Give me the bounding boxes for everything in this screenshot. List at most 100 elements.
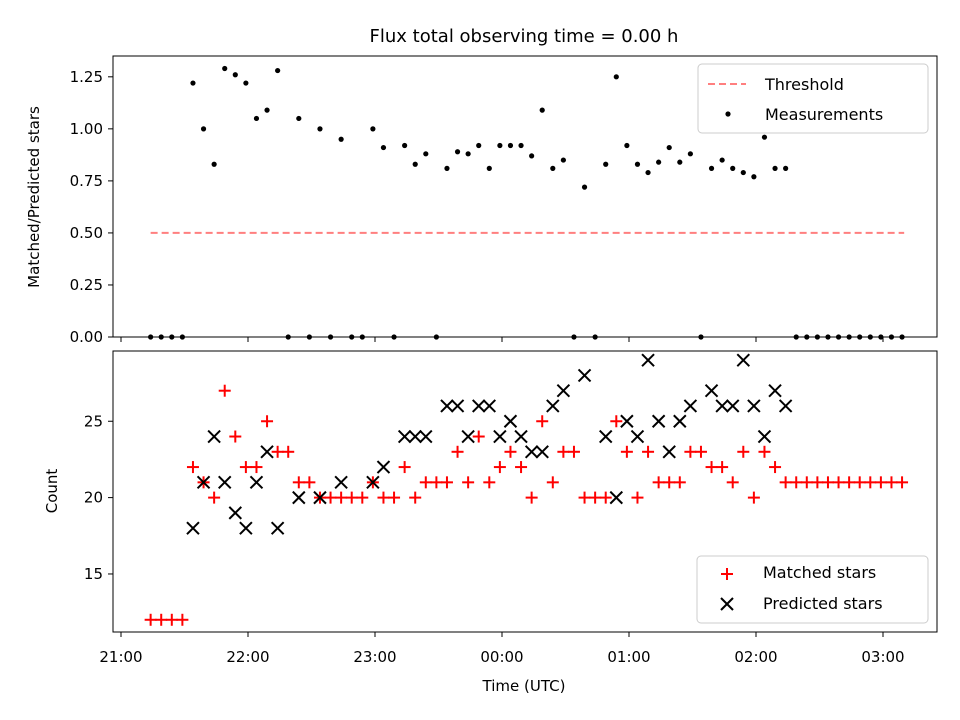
matched-star-point — [652, 476, 665, 489]
matched-star-point — [832, 476, 845, 489]
matched-star-point — [631, 491, 644, 504]
matched-star-point — [885, 476, 898, 489]
matched-star-point — [430, 476, 443, 489]
measurement-point — [200, 126, 207, 132]
measurement-point — [190, 80, 196, 86]
bottom-y-tick-label: 15 — [84, 565, 103, 583]
predicted-star-point — [228, 506, 243, 520]
bottom-y-tick-label: 25 — [84, 412, 103, 430]
bottom-legend-box — [696, 555, 929, 624]
matched-star-point — [663, 476, 676, 489]
matched-star-point — [239, 461, 252, 474]
top-x-ticks — [120, 337, 884, 342]
matched-legend-swatch — [721, 568, 733, 580]
predicted-star-point — [673, 414, 687, 428]
matched-star-point — [610, 415, 623, 428]
measurement-point — [613, 74, 619, 80]
measurement-point — [677, 159, 683, 165]
predicted-star-point — [270, 521, 285, 535]
measurement-point — [444, 165, 450, 171]
matched-star-point — [462, 476, 475, 489]
measurement-point — [380, 144, 387, 151]
predicted-star-point — [630, 429, 645, 444]
predicted-star-point — [736, 353, 751, 367]
x-tick-label: 00:00 — [480, 648, 523, 666]
measurement-point — [243, 80, 249, 86]
x-tick-label: 22:00 — [226, 648, 269, 666]
matched-star-point — [271, 445, 284, 458]
bottom-panel: 15 20 25 21:00 22:00 23:00 00:00 01:00 02:00 03:… — [43, 350, 938, 666]
predicted-star-point — [651, 414, 666, 428]
matched-star-point — [292, 476, 305, 489]
predicted-star-point — [757, 429, 772, 444]
predicted-star-point — [747, 399, 761, 413]
measurement-point — [560, 157, 566, 163]
matched-star-point — [250, 461, 263, 474]
top-y-tick-label: 0.25 — [70, 276, 103, 294]
predicted-star-point — [662, 445, 676, 459]
predicted-star-point — [450, 399, 465, 413]
bottom-legend: Matched stars Predicted stars — [696, 555, 929, 624]
matched-star-point — [398, 461, 411, 474]
matched-star-point — [504, 445, 517, 458]
predicted-legend-swatch — [720, 597, 734, 611]
matched-star-point — [779, 476, 792, 489]
matched-star-point — [758, 445, 771, 458]
measurement-point — [740, 169, 746, 176]
measurement-point — [751, 174, 757, 180]
predicted-star-point — [260, 445, 274, 459]
predicted-star-point — [482, 399, 497, 413]
predicted-star-point — [249, 475, 264, 490]
measurement-point — [539, 107, 545, 113]
matched-star-point — [769, 461, 782, 474]
matched-star-point — [800, 476, 813, 489]
bottom-y-tick-label: 20 — [84, 489, 103, 507]
matched-star-point — [356, 491, 369, 504]
x-tick-label: 23:00 — [353, 648, 396, 666]
matched-star-point — [864, 476, 877, 489]
predicted-star-point — [313, 490, 327, 505]
predicted-star-point — [620, 414, 634, 428]
matched-star-point — [165, 613, 178, 626]
predicted-star-point — [292, 490, 306, 505]
measurement-point — [402, 142, 408, 149]
predicted-star-point — [493, 429, 507, 444]
measurement-point — [624, 142, 630, 149]
matched-star-point — [694, 445, 707, 458]
matched-star-point — [589, 491, 602, 504]
matched-star-point — [557, 445, 570, 458]
matched-star-point — [536, 415, 549, 428]
predicted-star-point — [472, 399, 486, 413]
predicted-star-point — [546, 399, 560, 413]
measurement-point — [603, 161, 609, 167]
matched-star-point — [229, 430, 242, 443]
measurement-point — [454, 149, 461, 155]
matched-star-point — [821, 476, 834, 489]
x-tick-label: 21:00 — [99, 648, 142, 666]
measurement-point — [370, 126, 376, 132]
predicted-legend-label: Predicted stars — [763, 594, 883, 613]
measurement-point — [211, 161, 217, 167]
measurement-point — [476, 142, 482, 149]
predicted-star-point — [726, 399, 740, 413]
bottom-y-ticks: 15 20 25 — [84, 412, 113, 583]
measurement-point — [518, 142, 524, 149]
matched-star-point — [440, 476, 453, 489]
measurement-point — [253, 115, 260, 122]
predicted-star-point — [419, 429, 433, 444]
measurement-point — [317, 126, 323, 132]
matched-star-point — [790, 476, 803, 489]
matched-star-point — [546, 476, 559, 489]
x-tick-label: 02:00 — [734, 648, 777, 666]
matched-star-point — [186, 461, 199, 474]
predicted-star-point — [196, 475, 211, 490]
matched-star-point — [483, 476, 496, 489]
measurement-point — [719, 157, 725, 163]
bottom-x-ticks: 21:00 22:00 23:00 00:00 01:00 02:00 03:00 — [99, 632, 905, 666]
top-y-tick-label: 1.00 — [70, 120, 103, 138]
matched-star-point — [451, 445, 464, 458]
chart-title: Flux total observing time = 0.00 h — [370, 26, 679, 47]
predicted-star-point — [778, 399, 793, 413]
top-y-ticks: 0.00 0.25 0.50 0.75 1.00 1.25 — [70, 68, 113, 346]
matched-star-point — [896, 476, 909, 489]
